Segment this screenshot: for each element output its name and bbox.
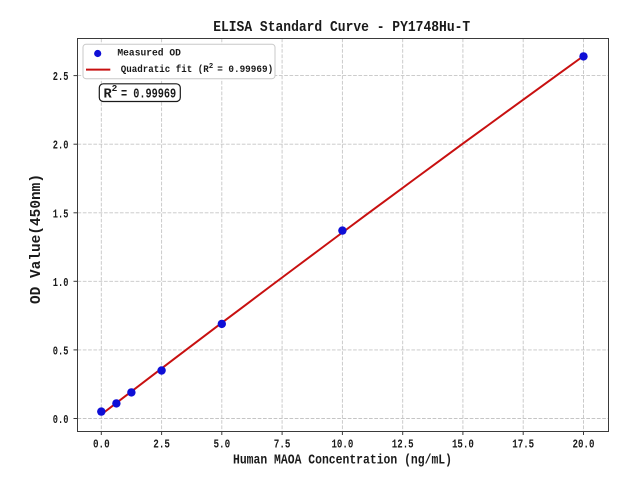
svg-text:= 0.99969: = 0.99969 [121,88,176,103]
svg-text:12.5: 12.5 [392,438,414,452]
svg-text:7.5: 7.5 [274,438,291,452]
svg-text:5.0: 5.0 [213,438,230,452]
svg-text:2: 2 [112,83,118,94]
svg-text:2.0: 2.0 [53,139,69,153]
svg-text:15.0: 15.0 [452,438,474,452]
svg-text:1.0: 1.0 [53,276,69,290]
svg-text:Human MAOA Concentration (ng/m: Human MAOA Concentration (ng/mL) [233,453,452,468]
svg-text:OD Value(450nm): OD Value(450nm) [29,174,45,304]
svg-text:0.5: 0.5 [53,344,69,358]
svg-text:2.5: 2.5 [53,70,69,84]
svg-text:17.5: 17.5 [512,438,534,452]
svg-text:0.0: 0.0 [53,413,69,427]
svg-text:Quadratic fit (R: Quadratic fit (R [121,64,210,76]
svg-text:= 0.99969): = 0.99969) [217,64,273,76]
svg-text:0.0: 0.0 [93,438,110,452]
svg-text:10.0: 10.0 [331,438,353,452]
svg-text:20.0: 20.0 [573,438,595,452]
svg-text:ELISA Standard Curve - PY1748H: ELISA Standard Curve - PY1748Hu-T [213,20,470,36]
svg-text:2.5: 2.5 [153,438,170,452]
svg-text:1.5: 1.5 [53,207,69,221]
svg-text:Measured OD: Measured OD [117,48,180,60]
svg-text:2: 2 [209,63,214,71]
svg-text:R: R [104,88,113,103]
